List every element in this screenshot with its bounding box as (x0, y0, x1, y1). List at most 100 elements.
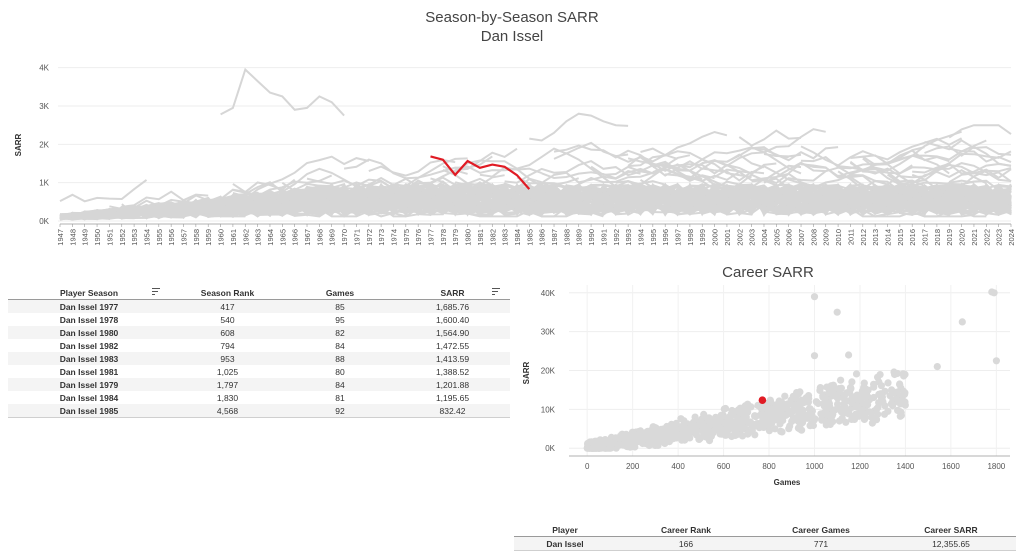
scatter-point[interactable] (861, 410, 869, 418)
sort-icon[interactable] (152, 288, 160, 296)
table-row[interactable]: Dan Issel 166 771 12,355.65 (514, 536, 1016, 551)
scatter-point[interactable] (810, 293, 819, 301)
header-sarr[interactable]: SARR (395, 286, 510, 300)
scatter-point[interactable] (870, 383, 878, 391)
scatter-point[interactable] (647, 433, 655, 441)
scatter-point[interactable] (852, 370, 861, 378)
header-career-sarr[interactable]: Career SARR (886, 524, 1016, 537)
scatter-point[interactable] (686, 426, 694, 435)
scatter-point[interactable] (790, 401, 798, 409)
scatter-point[interactable] (845, 410, 853, 418)
scatter-point[interactable] (848, 415, 856, 423)
scatter-point[interactable] (992, 357, 1000, 365)
scatter-point[interactable] (697, 422, 705, 430)
scatter-point[interactable] (718, 412, 726, 420)
scatter-point[interactable] (810, 352, 819, 360)
scatter-point[interactable] (713, 420, 721, 428)
scatter-point[interactable] (778, 428, 786, 436)
scatter-point[interactable] (860, 384, 868, 392)
scatter-point[interactable] (733, 430, 741, 439)
table-row[interactable]: Dan Issel 1977 417 85 1,685.76 (8, 299, 510, 313)
scatter-point[interactable] (656, 431, 664, 439)
scatter-point[interactable] (771, 425, 779, 433)
scatter-point[interactable] (880, 410, 889, 418)
header-games[interactable]: Games (285, 286, 395, 300)
scatter-point[interactable] (591, 442, 599, 450)
scatter-point[interactable] (681, 436, 689, 444)
scatter-point[interactable] (872, 416, 880, 424)
scatter-point[interactable] (833, 308, 841, 316)
scatter-point[interactable] (842, 418, 850, 426)
scatter-point[interactable] (669, 428, 678, 436)
scatter-point[interactable] (873, 405, 881, 413)
highlight-point[interactable] (758, 396, 767, 404)
scatter-point[interactable] (990, 289, 998, 297)
scatter-point[interactable] (721, 426, 729, 434)
scatter-point[interactable] (827, 385, 835, 393)
table-row[interactable]: Dan Issel 1984 1,830 81 1,195.65 (59, 392, 470, 403)
scatter-point[interactable] (864, 401, 872, 409)
table-row[interactable]: Dan Issel 1980 608 82 1,564.90 (8, 326, 510, 339)
scatter-point[interactable] (841, 390, 849, 398)
scatter-point[interactable] (884, 379, 892, 387)
scatter-point[interactable] (765, 427, 773, 435)
scatter-point[interactable] (899, 370, 907, 378)
scatter-point[interactable] (901, 401, 909, 409)
scatter-point[interactable] (628, 432, 636, 440)
scatter-point[interactable] (729, 419, 737, 427)
scatter-point[interactable] (864, 393, 872, 401)
scatter-point[interactable] (696, 434, 704, 442)
scatter-point[interactable] (744, 429, 752, 437)
header-season-rank[interactable]: Season Rank (170, 286, 285, 300)
scatter-point[interactable] (794, 424, 802, 432)
header-player-season[interactable]: Player Season (8, 286, 170, 300)
sort-icon[interactable] (492, 288, 500, 296)
scatter-point[interactable] (824, 404, 832, 412)
scatter-point[interactable] (848, 393, 856, 401)
scatter-point[interactable] (835, 417, 843, 425)
scatter-point[interactable] (662, 427, 670, 436)
scatter-point[interactable] (781, 392, 789, 400)
scatter-point[interactable] (892, 388, 901, 396)
scatter-point[interactable] (767, 398, 775, 406)
scatter-point[interactable] (797, 396, 806, 405)
scatter-point[interactable] (766, 412, 774, 420)
scatter-point[interactable] (783, 400, 791, 408)
scatter-point[interactable] (805, 394, 813, 403)
table-row[interactable]: Dan Issel 1983 953 88 1,413.59 (8, 352, 510, 365)
scatter-point[interactable] (887, 400, 896, 408)
scatter-point[interactable] (896, 380, 904, 388)
scatter-point[interactable] (881, 402, 889, 410)
table-row[interactable]: Dan Issel 1978 540 95 1,600.40 (59, 314, 470, 325)
scatter-point[interactable] (751, 412, 759, 420)
scatter-point[interactable] (897, 411, 905, 419)
scatter-point[interactable] (808, 411, 816, 419)
scatter-point[interactable] (606, 444, 614, 452)
scatter-point[interactable] (670, 434, 678, 442)
scatter-point[interactable] (711, 426, 719, 434)
scatter-point[interactable] (613, 441, 622, 449)
scatter-point[interactable] (636, 427, 645, 435)
scatter-point[interactable] (819, 393, 827, 401)
scatter-point[interactable] (788, 417, 796, 425)
scatter-point[interactable] (747, 403, 755, 411)
scatter-point[interactable] (621, 432, 629, 440)
scatter-point[interactable] (874, 410, 882, 418)
scatter-point[interactable] (848, 378, 856, 386)
scatter-point[interactable] (870, 393, 878, 402)
scatter-point[interactable] (722, 404, 730, 413)
table-row[interactable]: Dan Issel 1985 4,568 92 832.42 (8, 404, 510, 418)
scatter-point[interactable] (823, 418, 831, 426)
scatter-point[interactable] (856, 396, 864, 404)
scatter-point[interactable] (894, 406, 902, 414)
scatter-point[interactable] (820, 409, 828, 417)
scatter-point[interactable] (895, 397, 903, 405)
scatter-point[interactable] (720, 419, 728, 427)
scatter-point[interactable] (848, 399, 856, 407)
scatter-point[interactable] (764, 406, 772, 414)
scatter-point[interactable] (798, 419, 807, 427)
scatter-point[interactable] (774, 408, 782, 416)
scatter-point[interactable] (933, 363, 941, 371)
scatter-point[interactable] (749, 423, 757, 431)
scatter-point[interactable] (876, 371, 884, 379)
